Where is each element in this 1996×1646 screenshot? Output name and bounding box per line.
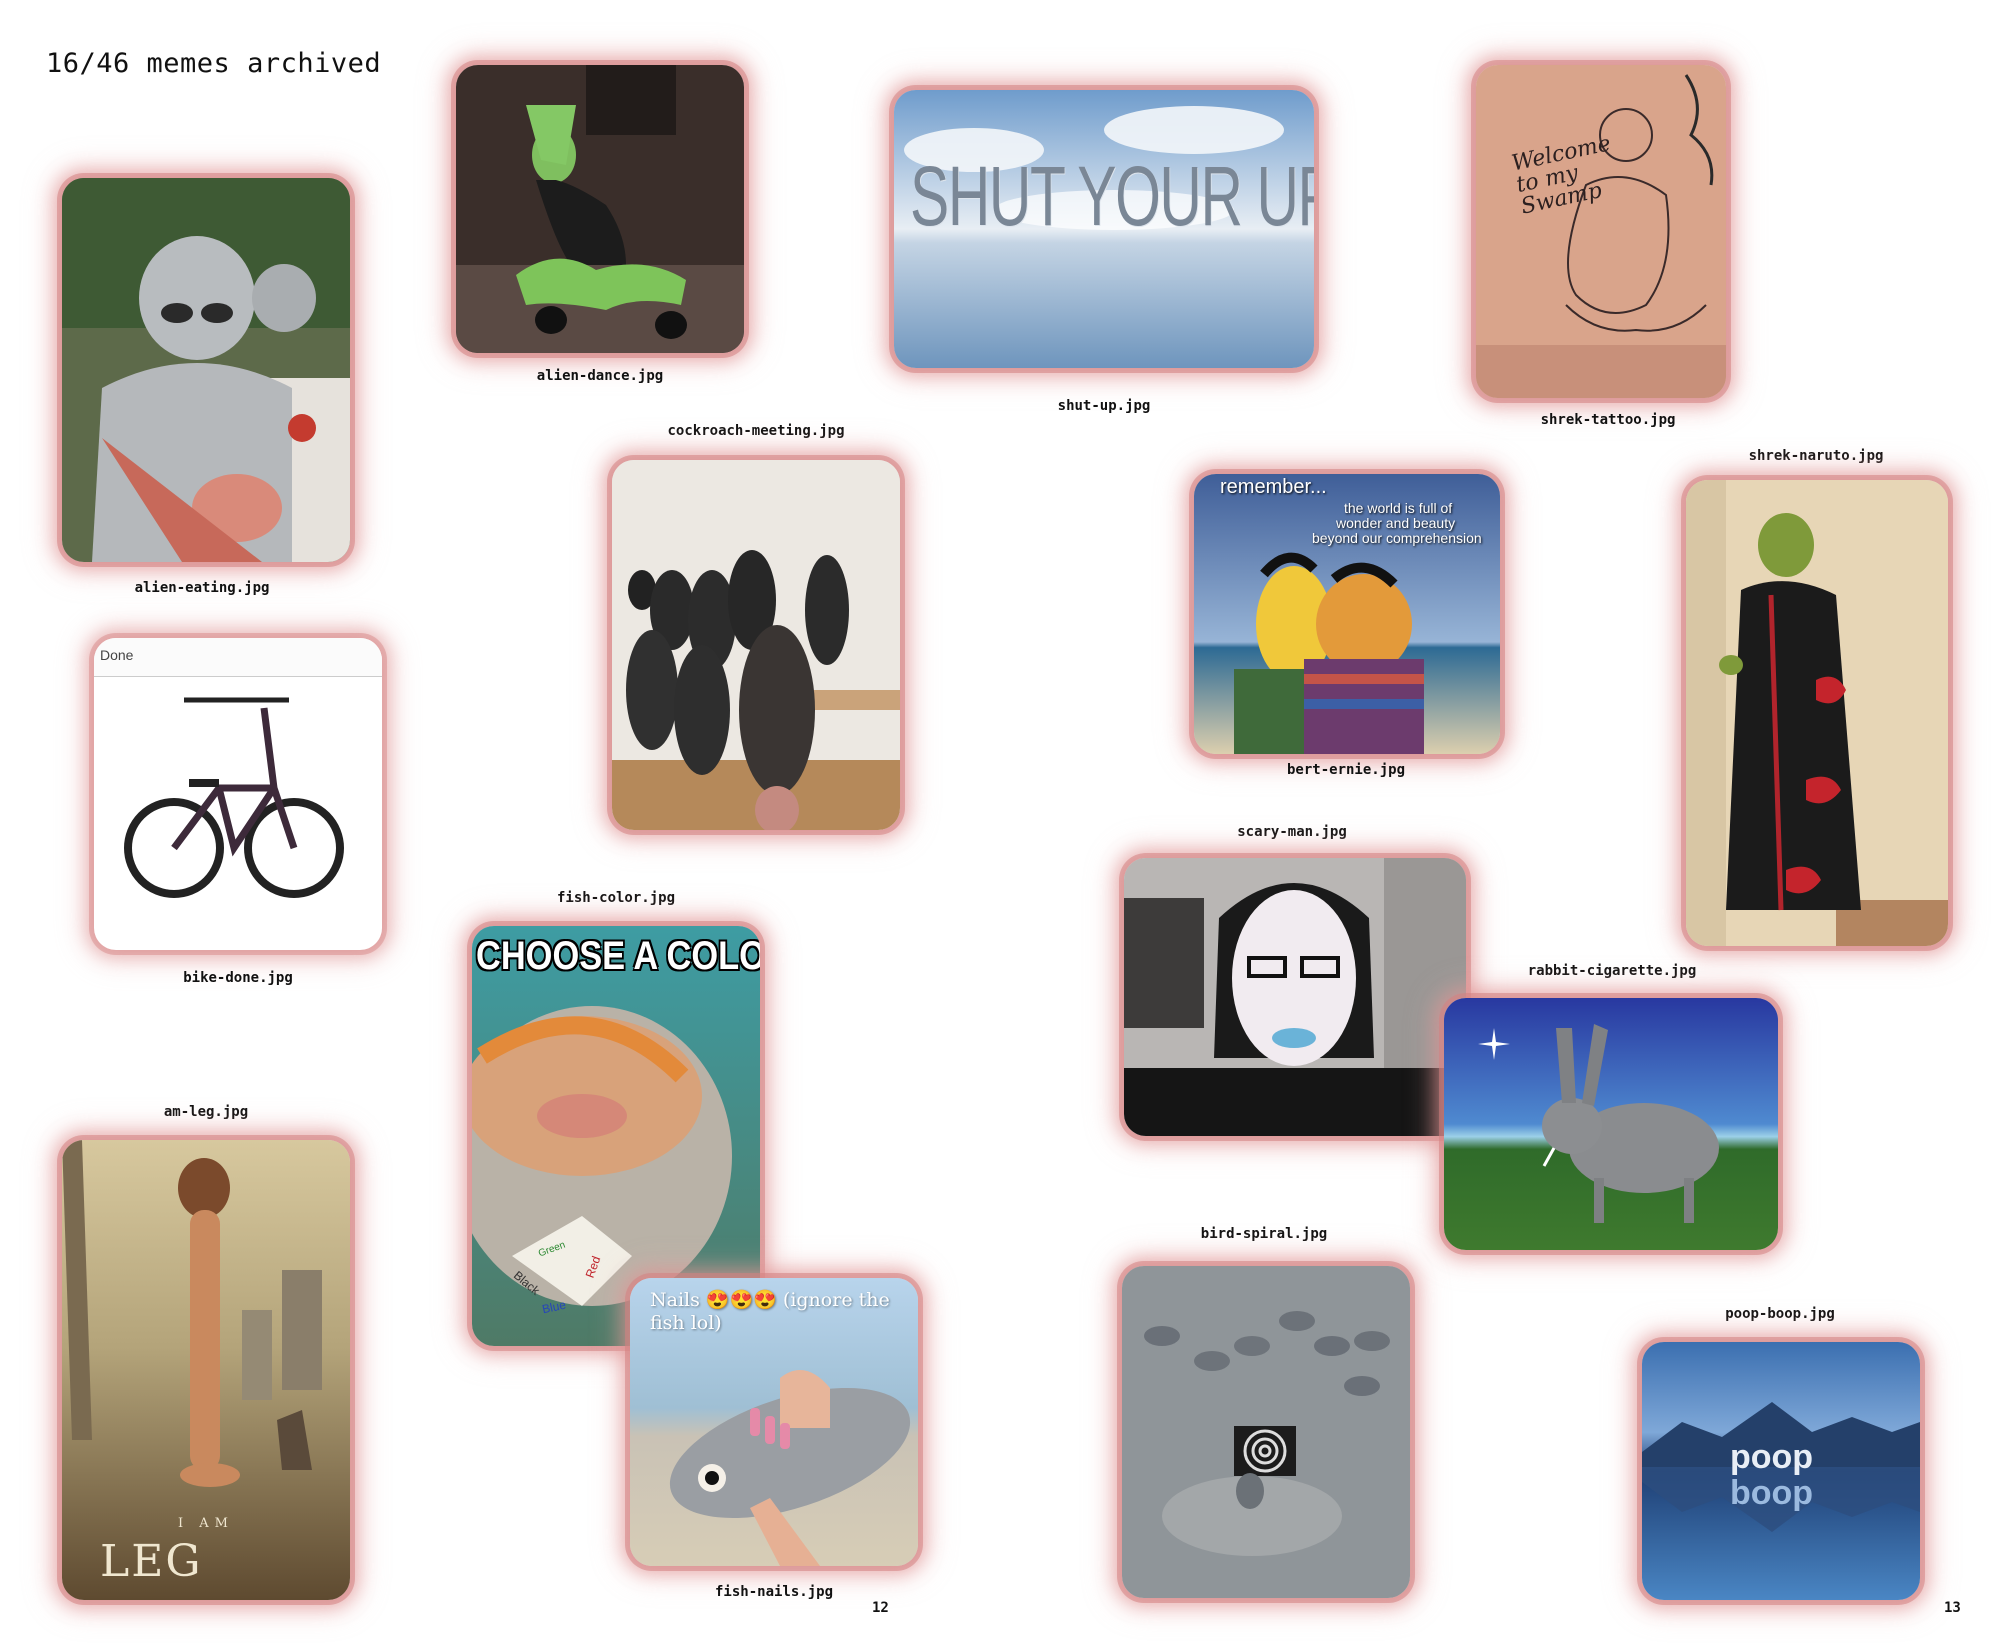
bert-ernie-overlay-line1: the world is full of: [1344, 500, 1453, 516]
bert-ernie-overlay-title: remember...: [1220, 476, 1327, 498]
meme-card-bird-spiral[interactable]: [1122, 1266, 1410, 1598]
bert-ernie-overlay-line3: beyond our comprehension: [1312, 530, 1482, 546]
poop-boop-text-top: poop: [1730, 1438, 1814, 1476]
am-leg-image: [62, 1140, 350, 1600]
shut-up-overlay-text: SHUT YOUR UP: [910, 149, 1314, 243]
am-leg-overlay-title: LEG: [100, 1536, 203, 1587]
meme-card-scary-man[interactable]: [1124, 858, 1466, 1136]
cockroach-meeting-image: [612, 460, 900, 830]
caption-shrek-tattoo: shrek-tattoo.jpg: [1540, 412, 1676, 428]
caption-bike-done: bike-done.jpg: [183, 970, 293, 986]
fish-nails-caption-line2: fish lol): [650, 1312, 722, 1334]
caption-rabbit-cigarette: rabbit-cigarette.jpg: [1527, 963, 1697, 979]
meme-card-alien-eating[interactable]: [62, 178, 350, 562]
meme-card-shrek-tattoo[interactable]: Welcome to my Swamp: [1476, 65, 1726, 398]
meme-card-bike-done[interactable]: Done: [94, 638, 382, 950]
meme-card-bert-ernie[interactable]: remember... the world is full of wonder …: [1194, 474, 1500, 754]
meme-card-fish-color[interactable]: CHOOSE A COLOR Black Blue Red Green: [472, 926, 760, 1346]
bike-done-button: Done: [100, 647, 134, 663]
fish-nails-image: [630, 1278, 918, 1566]
shut-up-image: [894, 90, 1314, 368]
poop-boop-image: [1642, 1342, 1920, 1600]
caption-am-leg: am-leg.jpg: [163, 1104, 249, 1120]
caption-fish-nails: fish-nails.jpg: [714, 1584, 834, 1600]
meme-card-fish-nails[interactable]: Nails 😍😍😍 (ignore the fish lol): [630, 1278, 918, 1566]
poop-boop-text-bottom: boop: [1730, 1474, 1814, 1512]
shrek-naruto-image: [1686, 480, 1948, 946]
shrek-tattoo-image: [1476, 65, 1726, 398]
caption-bird-spiral: bird-spiral.jpg: [1200, 1226, 1328, 1242]
fish-color-overlay-text: CHOOSE A COLOR: [476, 934, 760, 978]
bert-ernie-image: [1194, 474, 1500, 754]
meme-card-rabbit-cigarette[interactable]: [1444, 998, 1778, 1250]
scary-man-image: [1124, 858, 1466, 1136]
caption-alien-dance: alien-dance.jpg: [536, 368, 664, 384]
caption-shut-up: shut-up.jpg: [1057, 398, 1151, 414]
caption-fish-color: fish-color.jpg: [556, 890, 676, 906]
bike-image: [124, 697, 344, 898]
fish-nails-caption-line1: Nails 😍😍😍 (ignore the: [650, 1289, 890, 1311]
meme-card-cockroach-meeting[interactable]: [612, 460, 900, 830]
caption-shrek-naruto: shrek-naruto.jpg: [1748, 448, 1884, 464]
bird-spiral-image: [1122, 1266, 1410, 1598]
meme-card-am-leg[interactable]: I AM LEG: [62, 1140, 350, 1600]
alien-eating-image: [62, 178, 350, 562]
am-leg-overlay-small: I AM: [178, 1516, 234, 1531]
page-number-left: 12: [872, 1600, 889, 1616]
caption-cockroach-meeting: cockroach-meeting.jpg: [667, 423, 845, 439]
meme-card-alien-dance[interactable]: [456, 65, 744, 353]
meme-card-shrek-naruto[interactable]: [1686, 480, 1948, 946]
caption-bert-ernie: bert-ernie.jpg: [1286, 762, 1406, 778]
archive-count-title: 16/46 memes archived: [46, 48, 382, 79]
bert-ernie-overlay-line2: wonder and beauty: [1336, 515, 1456, 531]
meme-card-poop-boop[interactable]: poop boop: [1642, 1342, 1920, 1600]
caption-scary-man: scary-man.jpg: [1237, 824, 1347, 840]
alien-dance-image: [456, 65, 744, 353]
caption-poop-boop: poop-boop.jpg: [1725, 1306, 1835, 1322]
rabbit-cigarette-image: [1444, 998, 1778, 1250]
fish-color-image: [472, 926, 760, 1346]
meme-card-shut-up[interactable]: SHUT YOUR UP: [894, 90, 1314, 368]
caption-alien-eating: alien-eating.jpg: [134, 580, 270, 596]
page-number-right: 13: [1944, 1600, 1961, 1616]
